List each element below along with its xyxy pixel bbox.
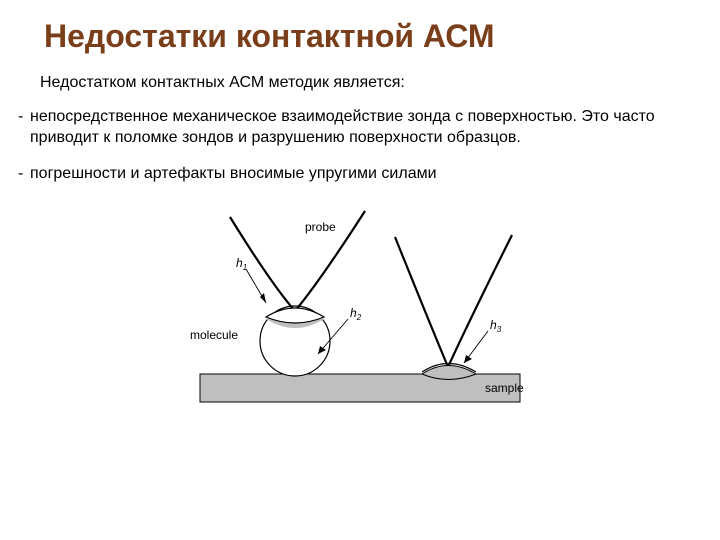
bullet-dash: - (18, 163, 30, 185)
sample-rect (200, 374, 520, 402)
page-title: Недостатки контактной АСМ (0, 0, 720, 55)
h1-label: h1 (236, 256, 247, 272)
bullet-dash: - (18, 106, 30, 149)
sample-label: sample (485, 381, 524, 395)
diagram-container: sample probe molecule h1 h2 h3 (0, 199, 720, 419)
bullet-text: погрешности и артефакты вносимые упругим… (30, 163, 696, 185)
probe-label: probe (305, 220, 336, 234)
bullet-item: - погрешности и артефакты вносимые упруг… (18, 163, 696, 185)
h2-label: h2 (350, 306, 362, 322)
bullet-text: непосредственное механическое взаимодейс… (30, 106, 696, 149)
bullet-list: - непосредственное механическое взаимоде… (0, 94, 720, 185)
h3-label: h3 (490, 318, 502, 334)
h3-arrowhead (464, 355, 472, 363)
intro-text: Недостатком контактных АСМ методик являе… (0, 55, 720, 94)
molecule-label: molecule (190, 328, 238, 342)
bullet-item: - непосредственное механическое взаимоде… (18, 106, 696, 149)
probe-right-arm-r (448, 235, 512, 367)
afm-diagram: sample probe molecule h1 h2 h3 (170, 199, 550, 419)
probe-right-arm-l (395, 237, 448, 367)
